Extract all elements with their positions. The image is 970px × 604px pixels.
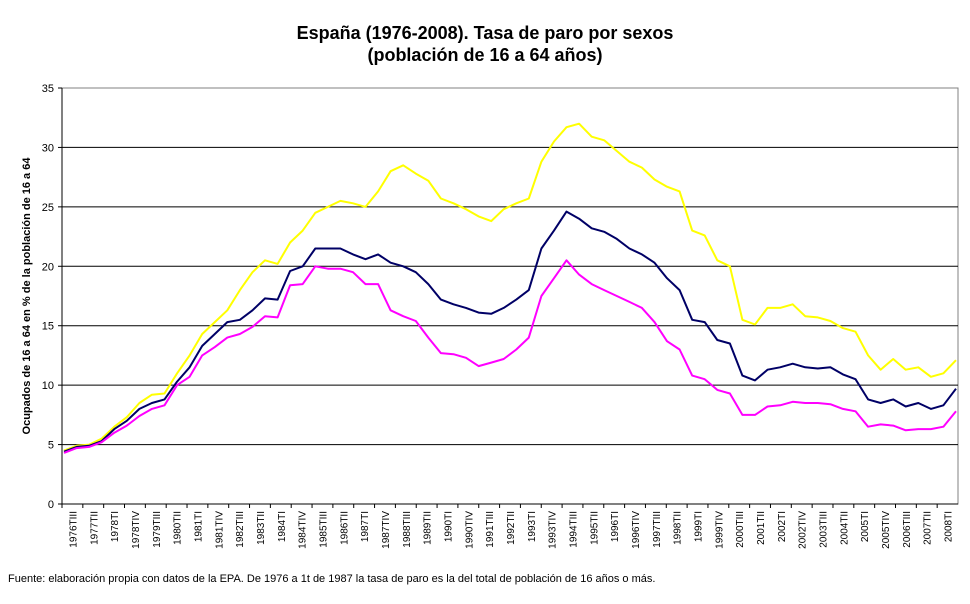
x-tick-label: 2007TII [923, 511, 934, 545]
x-tick-label: 1980TII [173, 511, 184, 545]
y-tick-label: 10 [42, 380, 54, 392]
x-tick-label: 1984TIV [298, 511, 309, 549]
y-tick-label: 15 [42, 321, 54, 333]
x-tick-label: 2005TIV [881, 511, 892, 549]
x-tick-label: 1984TI [277, 511, 288, 542]
x-tick-label: 1999TI [694, 511, 705, 542]
x-tick-label: 1987TI [360, 511, 371, 542]
x-tick-label: 1987TIV [381, 511, 392, 549]
x-tick-label: 1998TII [673, 511, 684, 545]
x-tick-label: 1992TII [506, 511, 517, 545]
x-tick-label: 2001TII [756, 511, 767, 545]
x-tick-label: 1976TIII [68, 511, 79, 548]
x-tick-label: 1996TI [610, 511, 621, 542]
plot-area [61, 87, 959, 505]
chart-title-line2: (población de 16 a 64 años) [367, 45, 603, 65]
y-tick-label: 0 [48, 499, 54, 511]
series-line-hombres [63, 259, 957, 454]
x-tick-label: 2002TI [777, 511, 788, 542]
x-tick-label: 1994TIII [569, 511, 580, 548]
x-tick-label: 1997TIII [652, 511, 663, 548]
x-tick-label: 1996TIV [631, 511, 642, 549]
x-tick-label: 2008TI [944, 511, 955, 542]
x-tick-label: 1978TI [110, 511, 121, 542]
x-tick-label: 1988TIII [402, 511, 413, 548]
chart-title: España (1976-2008). Tasa de paro por sex… [0, 22, 970, 66]
x-tick-label: 1993TIV [548, 511, 559, 549]
x-tick-label: 1982TIII [235, 511, 246, 548]
x-tick-label: 1999TIV [714, 511, 725, 549]
x-tick-label: 1983TII [256, 511, 267, 545]
x-tick-label: 1981TI [193, 511, 204, 542]
x-tick-label: 1977TII [89, 511, 100, 545]
series-line-mujeres [63, 122, 957, 452]
y-tick-label: 30 [42, 142, 54, 154]
y-tick-label: 20 [42, 261, 54, 273]
x-tick-label: 2000TIII [735, 511, 746, 548]
x-tick-label: 2005TI [860, 511, 871, 542]
y-tick-label: 5 [48, 440, 54, 452]
x-tick-label: 1993TI [527, 511, 538, 542]
y-axis-label: Ocupados de 16 a 64 en % de la población… [21, 157, 33, 435]
x-tick-label: 1990TI [443, 511, 454, 542]
series-line-total [63, 210, 957, 453]
x-tick-label: 1986TII [339, 511, 350, 545]
x-tick-label: 1979TIII [152, 511, 163, 548]
x-tick-label: 1989TII [423, 511, 434, 545]
x-tick-label: 2004TII [839, 511, 850, 545]
x-tick-label: 1978TIV [131, 511, 142, 549]
x-tick-label: 1981TIV [214, 511, 225, 549]
chart-title-line1: España (1976-2008). Tasa de paro por sex… [296, 23, 674, 43]
y-tick-label: 25 [42, 202, 54, 214]
x-tick-label: 1991TIII [485, 511, 496, 548]
x-tick-label: 2006TIII [902, 511, 913, 548]
x-tick-label: 1995TII [589, 511, 600, 545]
x-tick-label: 1990TIV [464, 511, 475, 549]
y-tick-label: 35 [42, 83, 54, 95]
x-tick-label: 1985TIII [318, 511, 329, 548]
x-tick-label: 2003TIII [819, 511, 830, 548]
x-tick-label: 2002TIV [798, 511, 809, 549]
footnote: Fuente: elaboración propia con datos de … [8, 573, 656, 585]
